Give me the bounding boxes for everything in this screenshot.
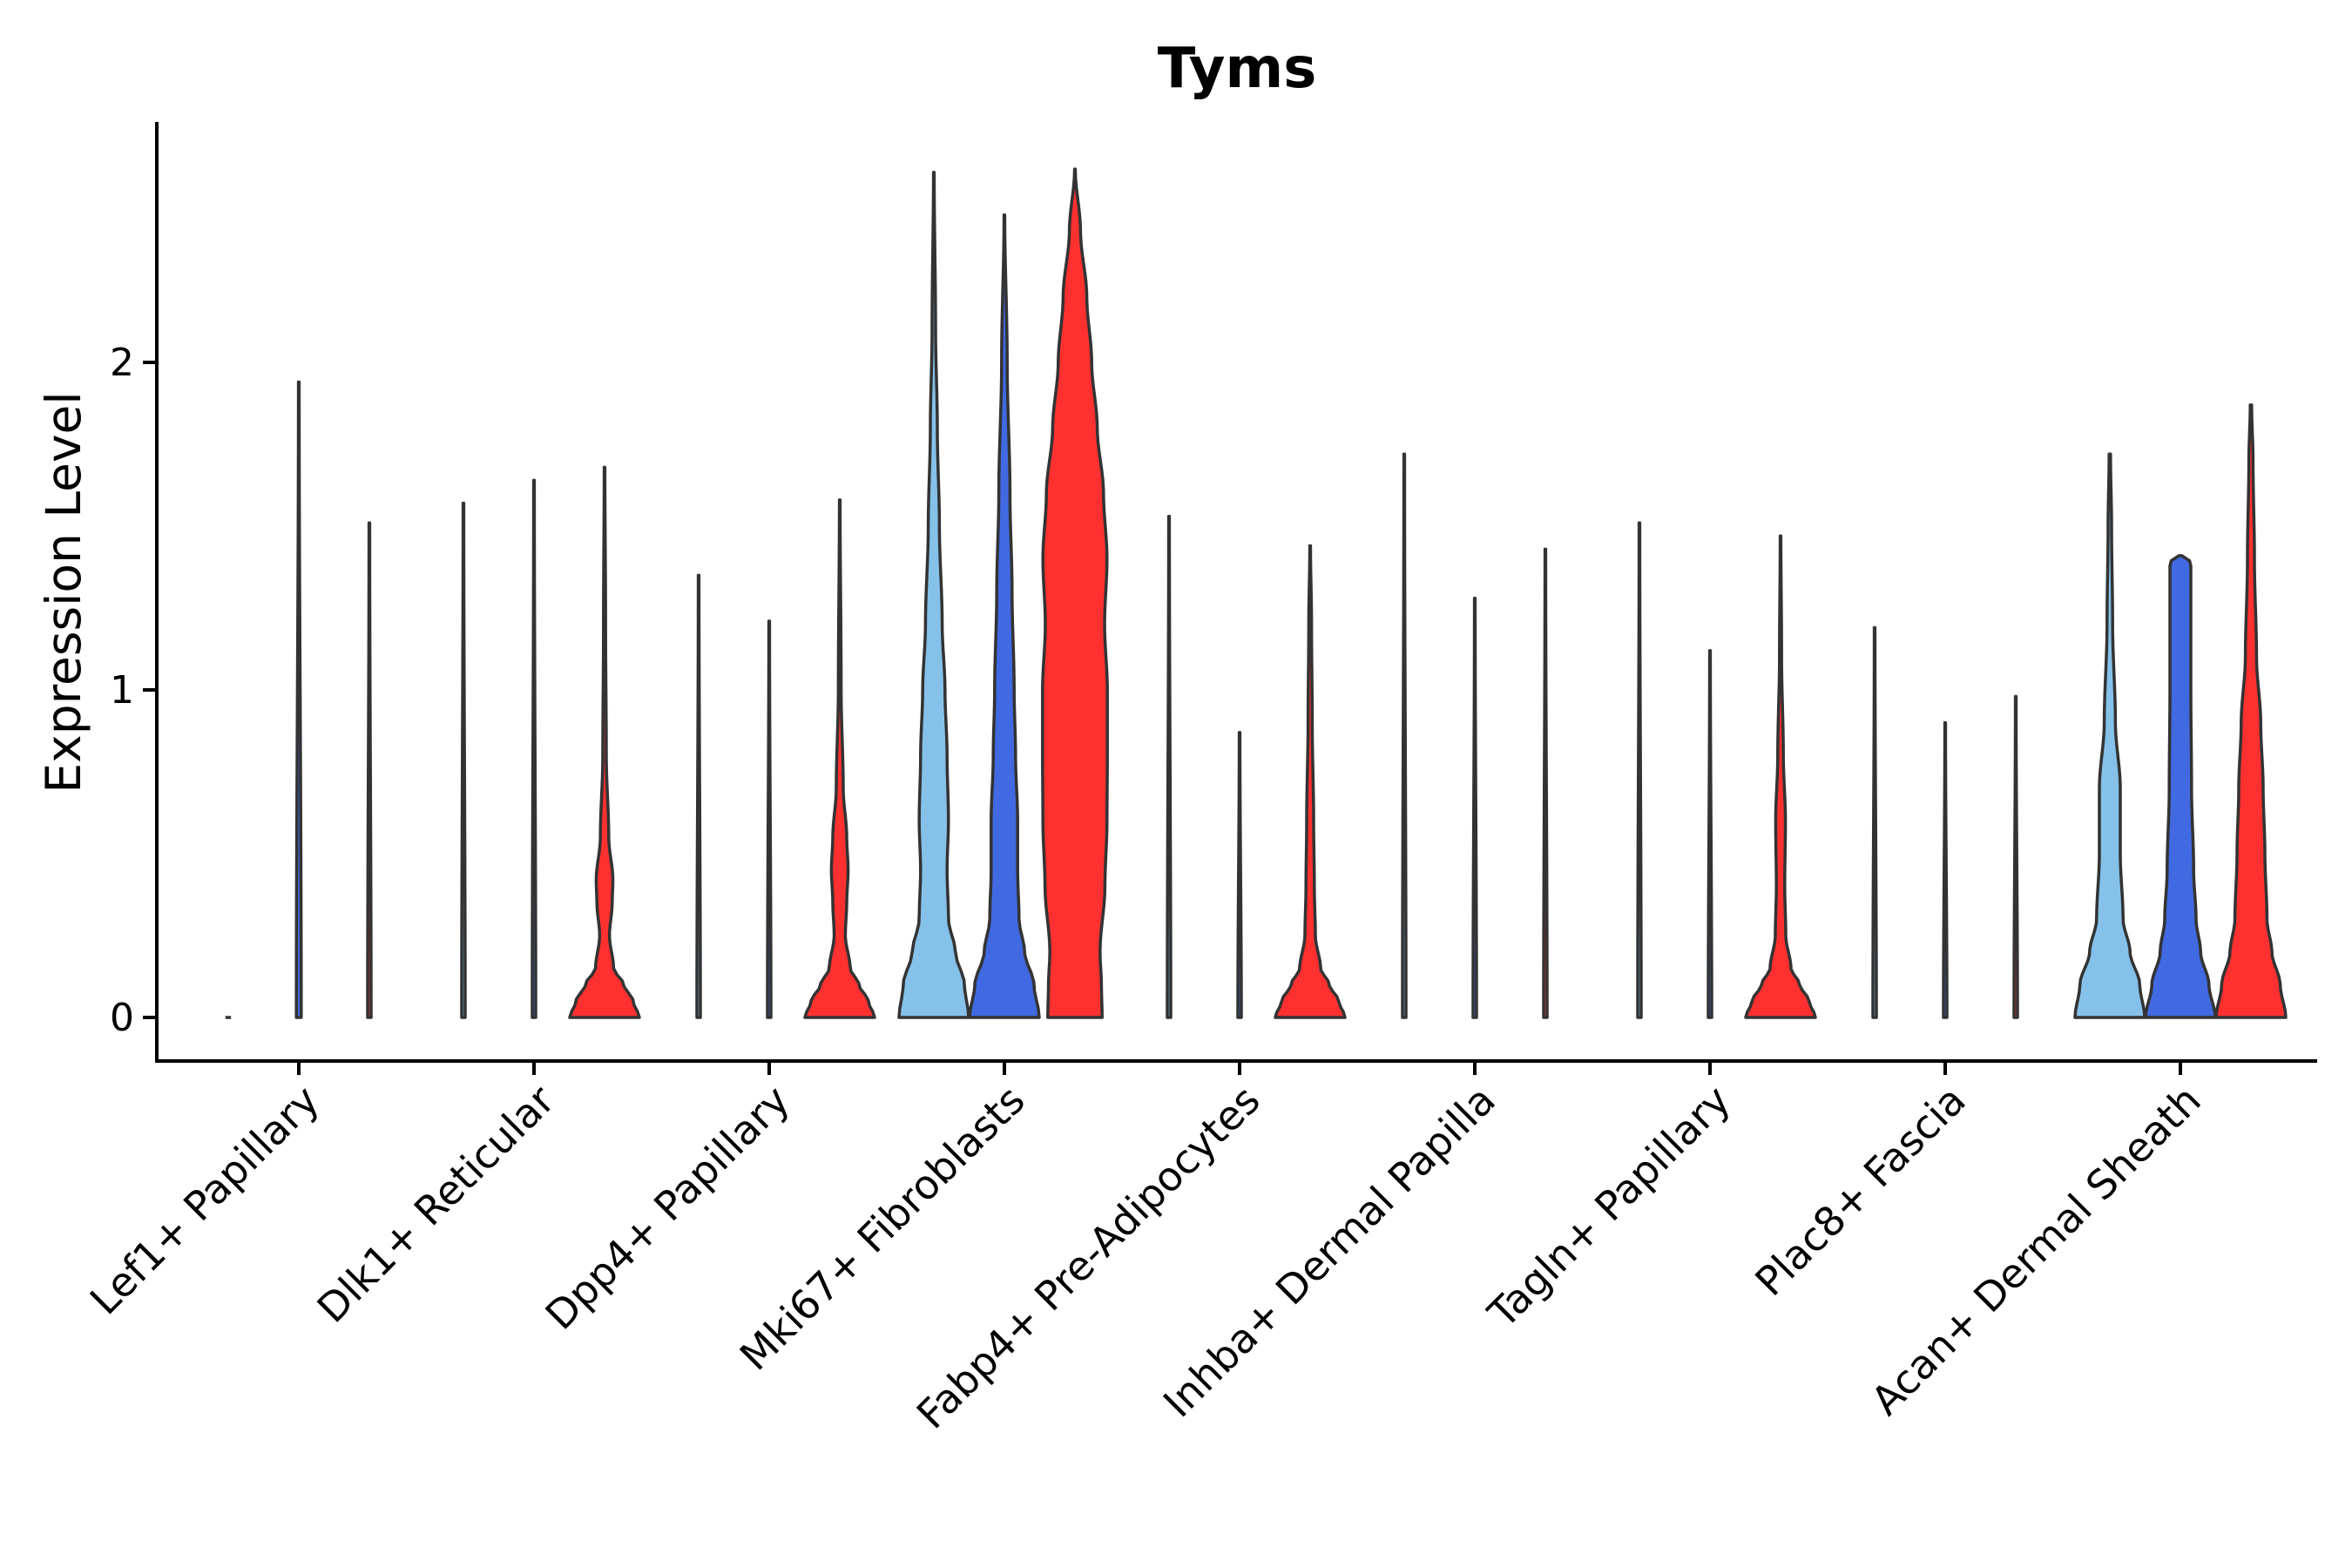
violin-tagln-papillary-group-2 bbox=[1707, 649, 1713, 1019]
violin-dpp4-papillary-group-1 bbox=[695, 573, 702, 1019]
violin-mki67-fibroblasts-group-2 bbox=[968, 213, 1041, 1019]
x-tick-label: Dlk1+ Reticular bbox=[308, 1077, 564, 1332]
violin-dpp4-papillary-group-3 bbox=[803, 498, 876, 1019]
violin-dlk1-reticular-group-3 bbox=[568, 465, 641, 1019]
x-tick-label: Plac8+ Fascia bbox=[1746, 1077, 1974, 1305]
violin-mki67-fibroblasts-group-3 bbox=[1041, 167, 1109, 1019]
x-tick-label: Dpp4+ Papillary bbox=[537, 1077, 799, 1339]
violin-lef1-papillary-group-2 bbox=[294, 380, 303, 1019]
violin-acan-dermal-sheath-group-1 bbox=[2073, 452, 2146, 1019]
violin-inhba-dermal-papilla-group-1 bbox=[1401, 452, 1408, 1019]
y-tick-label: 1 bbox=[110, 668, 134, 713]
violin-inhba-dermal-papilla-group-2 bbox=[1471, 596, 1478, 1019]
violin-lef1-papillary-group-3 bbox=[366, 521, 373, 1019]
axes bbox=[155, 122, 2317, 1063]
violin-dlk1-reticular-group-1 bbox=[460, 501, 467, 1019]
violin-plac8-fascia-group-1 bbox=[1871, 625, 1878, 1019]
violin-fabp4-pre-adipocytes-group-2 bbox=[1236, 731, 1243, 1019]
violin-plac8-fascia-group-2 bbox=[1942, 720, 1949, 1019]
violin-layer bbox=[225, 167, 2288, 1019]
violin-inhba-dermal-papilla-group-3 bbox=[1542, 547, 1549, 1019]
y-tick-label: 2 bbox=[110, 341, 134, 385]
y-axis-label: Expression Level bbox=[36, 391, 91, 793]
violin-acan-dermal-sheath-group-2 bbox=[2144, 554, 2217, 1019]
x-tick-label: Lef1+ Papillary bbox=[81, 1077, 328, 1324]
violin-fabp4-pre-adipocytes-group-1 bbox=[1166, 514, 1173, 1019]
violin-fabp4-pre-adipocytes-group-3 bbox=[1274, 544, 1347, 1019]
violin-dlk1-reticular-group-2 bbox=[531, 478, 537, 1019]
violin-plac8-fascia-group-3 bbox=[2012, 694, 2019, 1019]
violin-dpp4-papillary-group-2 bbox=[766, 619, 773, 1019]
y-ticks: 0 1 2 bbox=[110, 341, 157, 1040]
violin-acan-dermal-sheath-group-3 bbox=[2214, 403, 2288, 1019]
violin-tagln-papillary-group-3 bbox=[1744, 534, 1817, 1019]
chart-title: Tyms bbox=[1158, 37, 1317, 101]
violin-tagln-papillary-group-1 bbox=[1636, 521, 1643, 1019]
violin-mki67-fibroblasts-group-1 bbox=[897, 171, 970, 1019]
y-tick-label: 0 bbox=[110, 996, 134, 1040]
x-tick-label: Tagln+ Papillary bbox=[1478, 1077, 1740, 1338]
